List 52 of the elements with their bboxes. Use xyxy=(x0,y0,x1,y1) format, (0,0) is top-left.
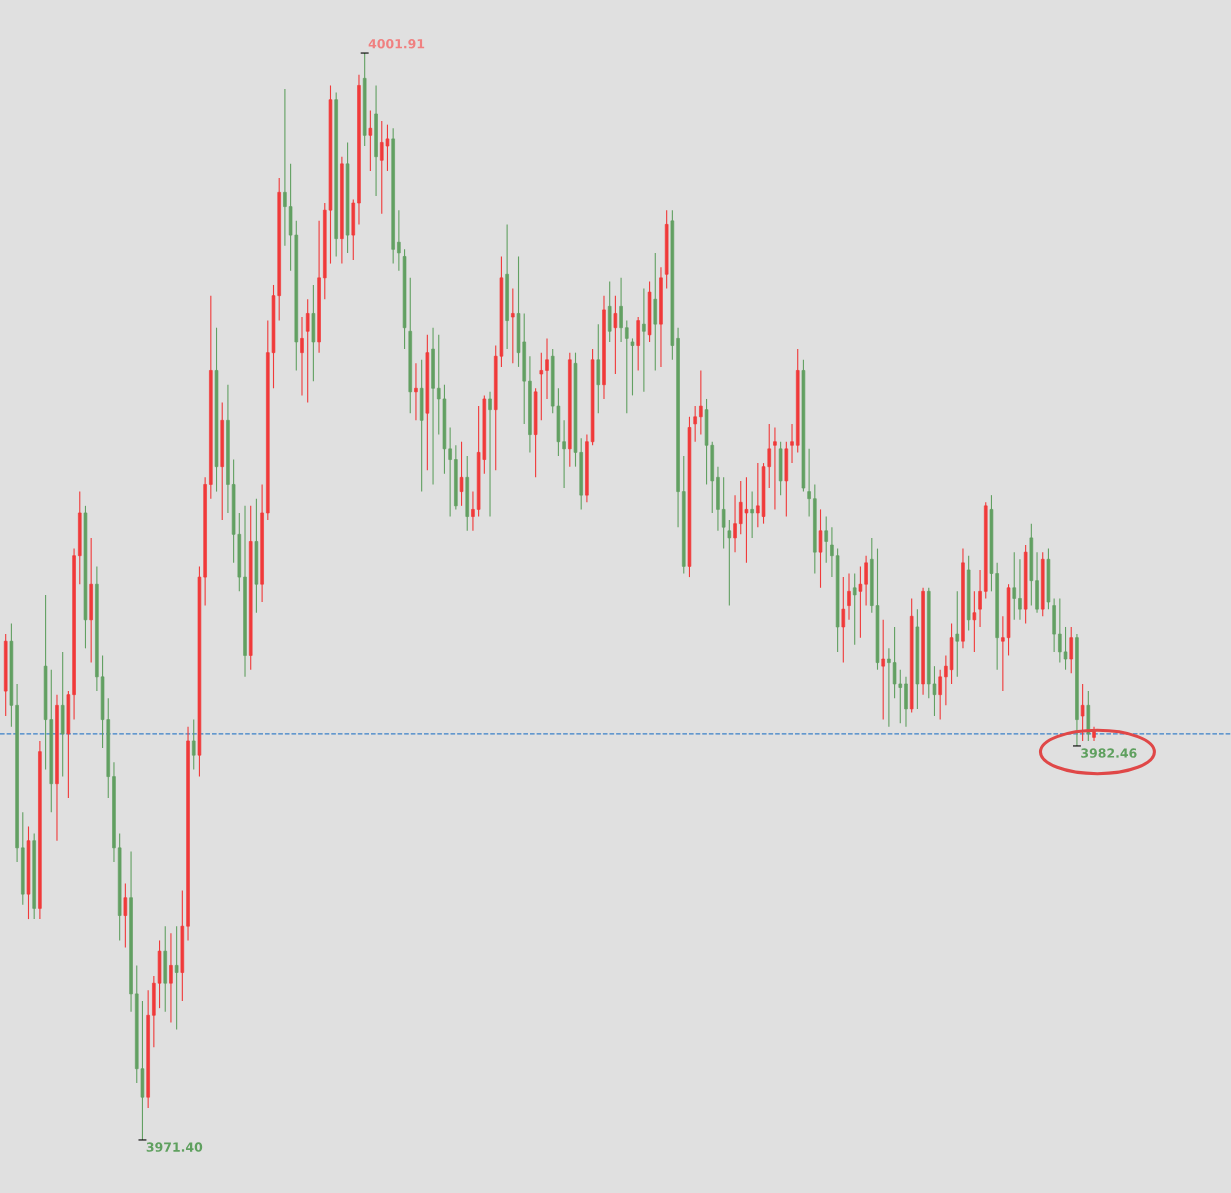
candlestick xyxy=(545,337,549,400)
candlestick xyxy=(1080,683,1085,742)
candlestick xyxy=(852,572,857,646)
candlestick xyxy=(727,519,732,607)
candlestick xyxy=(642,287,646,393)
annotation: 3982.46 xyxy=(1081,748,1137,758)
candlestick xyxy=(511,287,515,364)
candlestick xyxy=(887,647,891,728)
candlestick xyxy=(864,555,868,607)
candlestick xyxy=(955,590,960,678)
candlestick xyxy=(858,565,863,639)
candlestick xyxy=(938,669,942,721)
candlestick xyxy=(881,619,885,721)
candlestick xyxy=(841,576,846,664)
text: 3971.40 xyxy=(146,1142,203,1152)
candlestick xyxy=(818,508,823,589)
candlestick xyxy=(790,423,794,464)
candlestick xyxy=(972,590,977,653)
candlestick xyxy=(613,295,618,375)
candlestick xyxy=(283,88,287,247)
text: 4001.91 xyxy=(368,38,425,49)
candlestick xyxy=(488,391,492,518)
candlestick xyxy=(750,491,754,539)
candlestick xyxy=(305,298,310,404)
candlestick xyxy=(174,925,179,1031)
candlestick xyxy=(693,405,697,443)
candlestick xyxy=(539,352,544,421)
candlestick xyxy=(123,882,128,949)
candlestick xyxy=(471,491,475,532)
candlestick xyxy=(300,316,304,396)
candlestick xyxy=(807,448,811,518)
candlestick xyxy=(733,494,737,553)
candlestick xyxy=(368,109,373,172)
candlestick xyxy=(1069,626,1073,674)
candlestick xyxy=(824,515,828,564)
candlestick xyxy=(459,441,464,507)
candlestick xyxy=(773,426,777,510)
candlestick xyxy=(1012,551,1017,621)
candlestick xyxy=(847,572,851,621)
candlestick xyxy=(830,526,834,578)
candlestick xyxy=(169,932,173,1023)
candlestick xyxy=(619,277,623,343)
candlestick xyxy=(978,569,982,628)
candlestick xyxy=(699,369,703,436)
candlestick xyxy=(630,337,635,396)
candlestick xyxy=(397,209,401,272)
candlestick xyxy=(414,362,418,421)
candlestick xyxy=(625,320,629,414)
candlestick xyxy=(721,476,726,550)
candlestick xyxy=(1018,558,1022,621)
candlestick xyxy=(562,419,566,489)
candlestick xyxy=(191,719,196,771)
